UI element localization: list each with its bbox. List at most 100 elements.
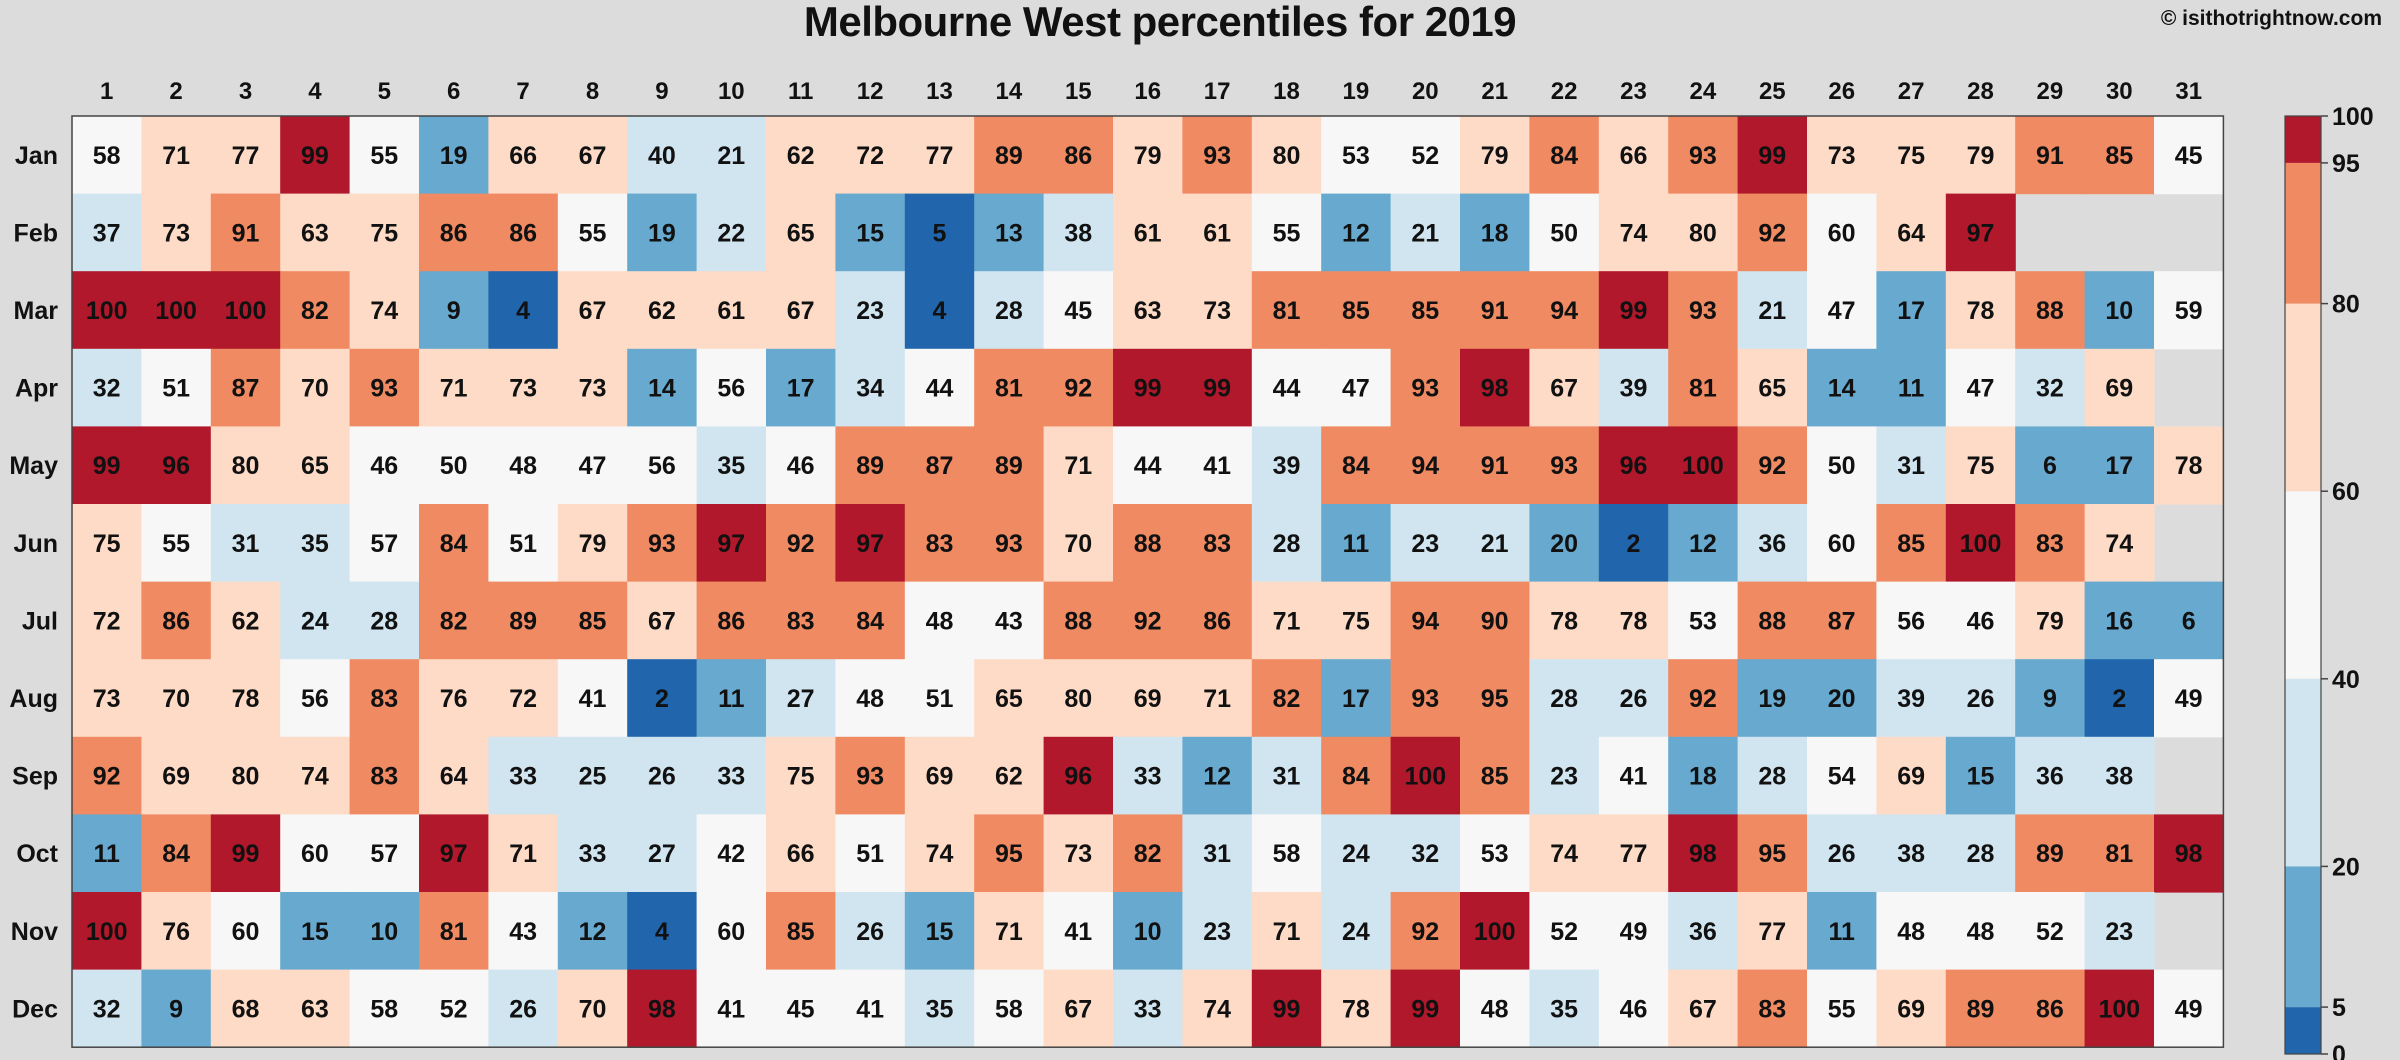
cell-label: 33 (509, 763, 537, 791)
heatmap-cell (1182, 271, 1253, 350)
heatmap-cell (141, 659, 212, 738)
heatmap-cell (1737, 193, 1808, 272)
heatmap-cell (141, 581, 212, 660)
cell-label: 79 (1967, 142, 1995, 170)
cell-label: 56 (301, 685, 329, 713)
heatmap-cell (1945, 116, 2016, 195)
heatmap-cell (210, 116, 281, 195)
cell-label: 32 (93, 375, 121, 403)
heatmap-cell (1876, 814, 1947, 893)
heatmap-cell (210, 348, 281, 427)
cell-label: 56 (717, 375, 745, 403)
cell-label: 9 (2043, 685, 2057, 713)
heatmap-cell (1113, 969, 1183, 1048)
x-tick-label: 2 (169, 78, 182, 105)
heatmap-cell (835, 736, 906, 815)
cell-label: 26 (1828, 840, 1856, 868)
cell-label: 64 (440, 763, 468, 791)
cell-label: 91 (232, 219, 260, 247)
heatmap-cell (627, 581, 698, 660)
cell-label: 75 (1897, 142, 1925, 170)
cell-label: 80 (1689, 219, 1717, 247)
heatmap-cell (2084, 271, 2155, 350)
cell-label: 50 (1828, 452, 1856, 480)
cell-label: 71 (1064, 452, 1092, 480)
heatmap-cell (1460, 426, 1530, 505)
cell-label: 49 (1620, 918, 1648, 946)
cell-label: 31 (1897, 452, 1925, 480)
cell-label: 67 (579, 297, 607, 325)
cell-label: 98 (2175, 840, 2203, 868)
heatmap-cell (2084, 504, 2155, 583)
heatmap-cell (557, 426, 628, 505)
cell-label: 63 (1134, 297, 1162, 325)
cell-label: 77 (926, 142, 954, 170)
cell-label: 21 (1481, 530, 1509, 558)
cell-label: 62 (232, 607, 260, 635)
y-tick-label: Oct (16, 840, 58, 868)
heatmap-cell (627, 736, 698, 815)
cell-label: 93 (856, 763, 884, 791)
heatmap-cell (1390, 814, 1461, 893)
cell-label: 34 (856, 375, 884, 403)
heatmap-cell (280, 814, 351, 893)
cell-label: 19 (648, 219, 676, 247)
cell-label: 55 (1828, 995, 1856, 1023)
cell-label: 84 (1342, 452, 1370, 480)
cell-label: 33 (717, 763, 745, 791)
cell-label: 69 (1134, 685, 1162, 713)
cell-label: 93 (1689, 297, 1717, 325)
cell-label: 24 (1342, 918, 1370, 946)
cell-label: 69 (1897, 763, 1925, 791)
heatmap-cell (210, 581, 281, 660)
cell-label: 46 (1967, 607, 1995, 635)
cell-label: 52 (1411, 142, 1439, 170)
heatmap-cell (627, 426, 698, 505)
cell-label: 23 (1203, 918, 1231, 946)
cell-label: 62 (787, 142, 815, 170)
cell-label: 93 (995, 530, 1023, 558)
heatmap-cell (1321, 814, 1392, 893)
heatmap-cell (1321, 659, 1392, 738)
heatmap-cell (419, 581, 489, 660)
cell-label: 72 (509, 685, 537, 713)
heatmap-cell (349, 271, 420, 350)
heatmap-cell (1460, 892, 1530, 971)
heatmap-cell (696, 736, 767, 815)
heatmap-cell (1460, 581, 1530, 660)
cell-label: 97 (856, 530, 884, 558)
cell-label: 74 (1620, 219, 1648, 247)
x-tick-label: 31 (2175, 78, 2202, 105)
heatmap-cell (1876, 892, 1947, 971)
heatmap-cell (1251, 116, 1322, 195)
heatmap-cell (419, 504, 489, 583)
cell-label: 77 (1758, 918, 1786, 946)
heatmap-cell (1668, 814, 1739, 893)
cell-label: 45 (2175, 142, 2203, 170)
cell-label: 23 (1411, 530, 1439, 558)
cell-label: 20 (1828, 685, 1856, 713)
cell-label: 52 (2036, 918, 2064, 946)
heatmap-cell (419, 426, 489, 505)
colorbar-tick-label: 80 (2332, 291, 2360, 319)
heatmap-cell (1113, 892, 1183, 971)
cell-label: 100 (86, 297, 128, 325)
cell-label: 73 (93, 685, 121, 713)
x-tick-label: 18 (1273, 78, 1300, 105)
cell-label: 53 (1481, 840, 1509, 868)
cell-label: 94 (1550, 297, 1578, 325)
cell-label: 27 (648, 840, 676, 868)
heatmap-cell (72, 659, 142, 738)
heatmap-cell (280, 659, 351, 738)
cell-label: 13 (995, 219, 1023, 247)
cell-label: 72 (93, 607, 121, 635)
heatmap-cell (835, 659, 906, 738)
cell-label: 58 (93, 142, 121, 170)
colorbar-bin (2285, 116, 2321, 163)
cell-label: 81 (995, 375, 1023, 403)
chart-title: Melbourne West percentiles for 2019 (803, 0, 1517, 45)
cell-label: 21 (1758, 297, 1786, 325)
x-tick-label: 6 (447, 78, 460, 105)
heatmap-cell (2015, 814, 2086, 893)
cell-label: 86 (1064, 142, 1092, 170)
